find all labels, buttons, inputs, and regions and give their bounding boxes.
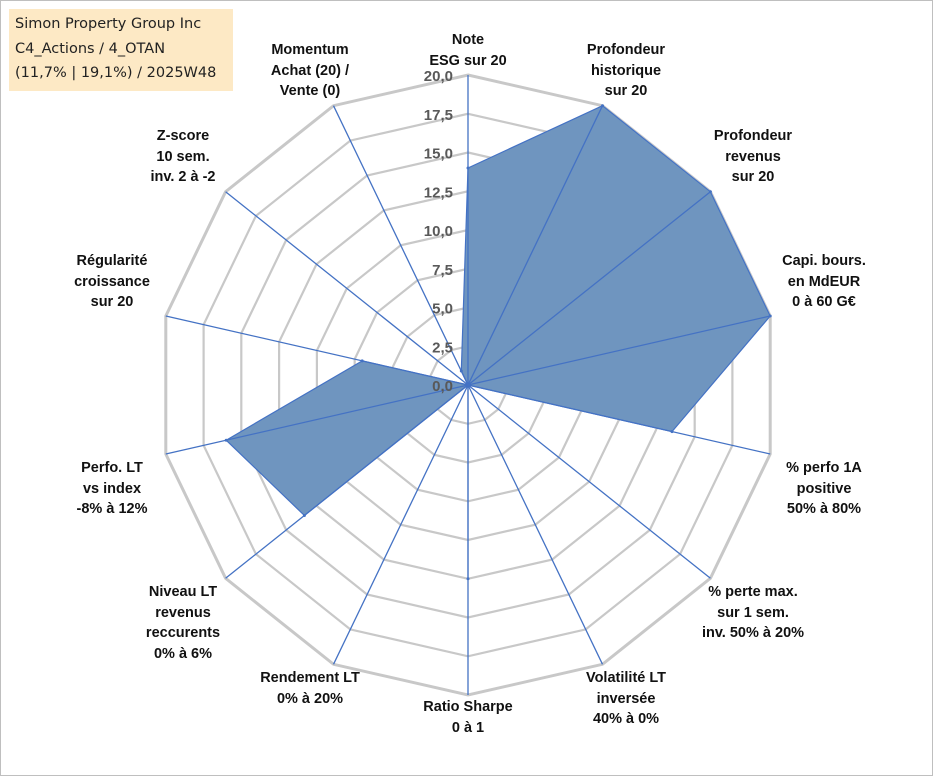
axis-spoke-12 xyxy=(165,315,469,386)
data-point-2 xyxy=(601,104,604,108)
axis-spoke-6 xyxy=(467,384,711,579)
axis-label-line: ESG sur 20 xyxy=(429,52,507,69)
axis-label-line: inv. 50% à 20% xyxy=(701,625,805,641)
axis-spoke-9 xyxy=(332,384,469,665)
axis-label-line: Perfo. LT xyxy=(81,460,143,476)
axis-label-6: % perte max. sur 1 sem. inv. 50% à 20% xyxy=(673,582,833,644)
axis-label-7: Volatilité LT inversée 40% à 0% xyxy=(546,668,706,730)
axis-spoke-5 xyxy=(467,384,771,455)
axis-label-line: inversée xyxy=(596,690,656,707)
axis-label-line: -8% à 12% xyxy=(76,501,148,517)
axis-label-line: revenus xyxy=(725,148,781,165)
data-point-4 xyxy=(768,314,772,318)
axis-label-line: Profondeur xyxy=(586,42,666,58)
axis-label-9: Rendement LT 0% à 20% xyxy=(230,668,390,709)
axis-label-line: Achat (20) / xyxy=(270,62,350,79)
axis-label-line: Z-score xyxy=(156,128,210,144)
axis-label-5: % perfo 1A positive 50% à 80% xyxy=(744,458,904,520)
tick-label-1: 2,5 xyxy=(432,339,453,356)
axis-label-line: 0% à 20% xyxy=(276,690,344,707)
tick-label-6: 15,0 xyxy=(424,146,453,163)
axis-label-12: Régularité croissance sur 20 xyxy=(32,251,192,313)
axis-label-line: Momentum xyxy=(271,42,349,58)
axis-label-line: % perfo 1A xyxy=(786,460,862,476)
axis-label-line: 40% à 0% xyxy=(592,711,660,727)
axis-label-line: Rendement LT xyxy=(260,670,360,686)
axis-label-line: revenus xyxy=(155,604,211,621)
data-point-12 xyxy=(360,359,364,363)
axis-spoke-2 xyxy=(467,105,604,386)
stats-line: (11,7% | 19,1%) / 2025W48 xyxy=(15,65,217,81)
tick-label-0: 0,0 xyxy=(432,378,453,395)
chart-title-box: Simon Property Group Inc C4_Actions / 4_… xyxy=(9,9,233,91)
axis-label-line: % perte max. xyxy=(708,584,798,600)
data-point-14 xyxy=(459,369,463,373)
axis-label-line: en MdEUR xyxy=(787,273,861,290)
axis-label-line: 50% à 80% xyxy=(786,501,862,517)
axis-label-line: Ratio Sharpe xyxy=(423,699,513,715)
axis-spoke-11 xyxy=(165,384,469,455)
company-name: Simon Property Group Inc xyxy=(15,16,202,32)
axis-spoke-7 xyxy=(467,384,604,665)
axis-label-line: 0 à 1 xyxy=(451,719,485,736)
data-point-13 xyxy=(466,383,470,387)
axis-label-line: positive xyxy=(796,480,852,497)
axis-spoke-10 xyxy=(225,384,469,579)
axis-label-11: Perfo. LT vs index -8% à 12% xyxy=(32,458,192,520)
axis-label-line: 0 à 60 G€ xyxy=(792,294,856,310)
axis-label-line: sur 1 sem. xyxy=(717,604,789,621)
axis-label-line: inv. 2 à -2 xyxy=(150,169,216,185)
axis-label-13: Z-score 10 sem. inv. 2 à -2 xyxy=(103,126,263,188)
axis-label-8: Ratio Sharpe 0 à 1 xyxy=(388,697,548,738)
axis-label-2: Profondeur historique sur 20 xyxy=(546,40,706,102)
data-point-3 xyxy=(708,190,712,194)
axis-label-3: Profondeur revenus sur 20 xyxy=(673,126,833,188)
tick-label-8: 20,0 xyxy=(424,68,453,85)
category-line: C4_Actions / 4_OTAN xyxy=(15,40,166,57)
axis-spoke-4 xyxy=(467,315,771,386)
data-point-10 xyxy=(302,514,306,517)
data-point-5 xyxy=(670,430,674,434)
data-point-11 xyxy=(224,438,228,442)
axis-label-line: Vente (0) xyxy=(279,83,341,99)
data-point-8 xyxy=(466,577,470,581)
axis-label-line: sur 20 xyxy=(90,294,134,310)
axis-spoke-3 xyxy=(467,191,711,386)
axis-label-10: Niveau LT revenus reccurents 0% à 6% xyxy=(103,582,263,664)
tick-label-3: 7,5 xyxy=(432,262,453,279)
axis-label-line: sur 20 xyxy=(731,169,775,185)
data-point-1 xyxy=(466,166,470,170)
axis-label-line: Profondeur xyxy=(713,128,793,144)
tick-label-2: 5,0 xyxy=(432,301,453,318)
axis-spoke-13 xyxy=(225,191,469,386)
axis-label-line: 10 sem. xyxy=(156,148,210,165)
axis-label-line: Régularité xyxy=(76,253,148,269)
tick-label-4: 10,0 xyxy=(424,223,453,240)
axis-label-line: Capi. bours. xyxy=(782,253,866,269)
axis-label-line: vs index xyxy=(82,480,142,497)
tick-label-7: 17,5 xyxy=(424,107,453,124)
axis-label-line: croissance xyxy=(74,273,150,290)
axis-label-line: 0% à 6% xyxy=(153,645,213,662)
axis-label-line: Note xyxy=(451,32,485,48)
axis-label-line: Niveau LT xyxy=(148,584,218,600)
axis-label-4: Capi. bours. en MdEUR 0 à 60 G€ xyxy=(744,251,904,313)
axis-label-line: reccurents xyxy=(145,625,221,641)
axis-label-line: Volatilité LT xyxy=(585,670,667,686)
axis-label-line: historique xyxy=(590,62,662,79)
axis-spoke-14 xyxy=(332,105,469,386)
axis-label-14: Momentum Achat (20) / Vente (0) xyxy=(230,40,390,102)
axis-label-1: Note ESG sur 20 xyxy=(388,30,548,71)
tick-label-5: 12,5 xyxy=(424,184,453,201)
axis-label-line: sur 20 xyxy=(604,83,648,99)
